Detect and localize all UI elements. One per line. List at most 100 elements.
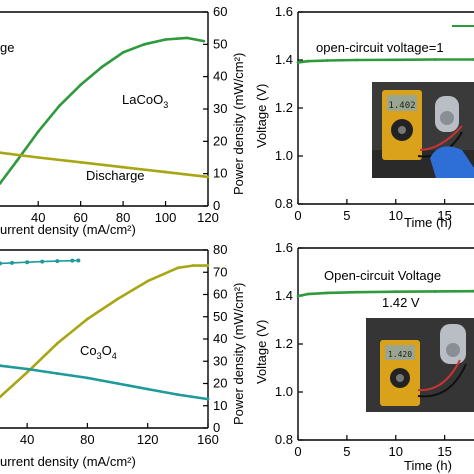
series-point bbox=[0, 261, 2, 266]
series-point bbox=[25, 367, 29, 371]
y-tick-label: 1.6 bbox=[275, 240, 293, 255]
series-point bbox=[86, 376, 89, 380]
panel-c-y-right-label: Power density (mW/cm²) bbox=[231, 283, 246, 425]
panel-b-y-ticks: 0.8 1.0 1.2 1.4 1.6 bbox=[275, 4, 303, 211]
blue-glove bbox=[430, 146, 474, 178]
series-point bbox=[433, 290, 437, 293]
y-tick-label: 60 bbox=[213, 4, 227, 19]
panel-d-x-label: Time (h) bbox=[404, 458, 452, 473]
battery-clip bbox=[440, 111, 454, 125]
x-tick-label: 60 bbox=[73, 210, 87, 225]
panel-c-series bbox=[0, 258, 210, 401]
series-point bbox=[176, 393, 180, 397]
panel-d-inset-photo: 1.420 bbox=[366, 318, 474, 412]
series-point bbox=[0, 151, 2, 155]
series-point bbox=[0, 395, 2, 399]
series-point bbox=[164, 170, 167, 174]
multimeter-digits: 1.420 bbox=[388, 350, 412, 359]
x-tick-label: 0 bbox=[294, 208, 301, 223]
series-line-1 bbox=[0, 264, 208, 398]
panel-a: 40 60 80 100 120 0 10 20 30 40 50 60 urrent densit… bbox=[0, 4, 246, 237]
x-tick-label: 15 bbox=[437, 444, 451, 459]
panel-c-material-sub1: 3 bbox=[97, 351, 102, 361]
series-line-2 bbox=[0, 151, 209, 179]
series-point bbox=[355, 58, 359, 62]
series-point bbox=[40, 259, 45, 264]
x-tick-label: 5 bbox=[343, 208, 350, 223]
panel-d: 0 5 10 15 0.8 1.0 1.2 1.4 1.6 Open-circuit Volt… bbox=[254, 240, 474, 473]
panel-b-legend-text: open-circuit voltage=1 bbox=[316, 40, 444, 55]
x-tick-label: 5 bbox=[343, 444, 350, 459]
x-tick-label: 0 bbox=[294, 444, 301, 459]
y-tick-label: 30 bbox=[213, 101, 227, 116]
y-tick-label: 1.6 bbox=[275, 4, 293, 19]
series-point bbox=[58, 104, 61, 108]
series-point bbox=[0, 364, 2, 368]
series-point bbox=[164, 38, 167, 41]
series-point bbox=[355, 290, 359, 294]
series-point bbox=[0, 181, 2, 185]
panel-d-x-ticks: 0 5 10 15 bbox=[294, 435, 452, 459]
panel-c-y-ticks: 0 10 20 30 40 50 60 70 80 bbox=[203, 242, 227, 435]
x-tick-label: 40 bbox=[20, 432, 34, 447]
series-point bbox=[142, 42, 146, 46]
series-point bbox=[55, 342, 59, 345]
series-point bbox=[306, 292, 310, 296]
y-tick-label: 0 bbox=[213, 198, 220, 213]
y-tick-label: 1.4 bbox=[275, 288, 293, 303]
series-point bbox=[325, 59, 329, 62]
panel-a-material-label: LaCoO3 bbox=[122, 92, 168, 110]
panel-a-charge-label: ge bbox=[0, 40, 14, 55]
x-tick-label: 160 bbox=[197, 432, 219, 447]
series-point bbox=[191, 264, 195, 267]
series-point bbox=[25, 260, 30, 265]
multimeter-dial-center bbox=[396, 374, 404, 382]
series-line-1 bbox=[297, 58, 474, 64]
y-tick-label: 20 bbox=[213, 376, 227, 391]
y-tick-label: 1.2 bbox=[275, 100, 293, 115]
series-point bbox=[296, 294, 300, 298]
series-line-1 bbox=[0, 36, 205, 185]
multimeter-dial-center bbox=[398, 126, 406, 134]
panel-c-material-sub2: 4 bbox=[112, 351, 117, 361]
series-point bbox=[116, 297, 119, 301]
x-tick-label: 120 bbox=[197, 210, 219, 225]
x-tick-label: 10 bbox=[389, 444, 403, 459]
series-point bbox=[55, 259, 60, 264]
series-point bbox=[36, 156, 40, 159]
y-tick-label: 40 bbox=[213, 331, 227, 346]
series-point bbox=[55, 372, 59, 375]
panel-a-x-ticks: 40 60 80 100 120 bbox=[31, 201, 219, 225]
red-lead bbox=[419, 125, 463, 151]
panel-d-y-label: Voltage (V) bbox=[254, 320, 269, 384]
y-tick-label: 20 bbox=[213, 133, 227, 148]
panel-c-material-main: Co bbox=[80, 343, 97, 358]
y-tick-label: 1.2 bbox=[275, 336, 293, 351]
y-tick-label: 10 bbox=[213, 166, 227, 181]
series-point bbox=[146, 279, 150, 283]
panel-b-y-label: Voltage (V) bbox=[254, 84, 269, 148]
panel-a-y-right-label: Power density (mW/cm²) bbox=[231, 53, 246, 195]
series-point bbox=[116, 382, 119, 385]
x-tick-label: 80 bbox=[116, 210, 130, 225]
panel-a-discharge-label: Discharge bbox=[86, 168, 145, 183]
series-point bbox=[86, 317, 89, 321]
panel-c-material-label: Co3O4 bbox=[80, 343, 117, 361]
black-lead bbox=[417, 363, 467, 398]
panel-b: 0 5 10 15 0.8 1.0 1.2 1.4 1.6 open-circuit volt… bbox=[254, 4, 474, 230]
series-point bbox=[176, 266, 180, 270]
series-point bbox=[206, 264, 210, 267]
y-tick-label: 30 bbox=[213, 353, 227, 368]
panel-b-series bbox=[296, 58, 474, 64]
panel-b-x-ticks: 0 5 10 15 bbox=[294, 199, 452, 223]
y-tick-label: 0.8 bbox=[275, 196, 293, 211]
y-tick-label: 50 bbox=[213, 36, 227, 51]
panel-d-value: 1.42 V bbox=[382, 295, 420, 310]
panel-b-x-label: Time (h) bbox=[404, 215, 452, 230]
panel-b-inset-photo: 1.402 bbox=[372, 82, 474, 178]
x-tick-label: 80 bbox=[80, 432, 94, 447]
x-tick-label: 120 bbox=[137, 432, 159, 447]
panel-c-x-label: urrent density (mA/cm²) bbox=[0, 454, 136, 469]
series-point bbox=[202, 39, 206, 43]
